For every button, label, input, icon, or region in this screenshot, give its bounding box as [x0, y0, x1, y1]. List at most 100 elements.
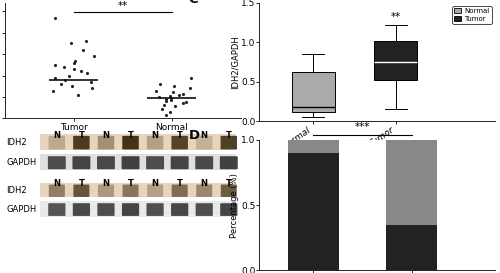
Legend: Normal, Tumor: Normal, Tumor — [452, 6, 492, 24]
Point — [180, 101, 188, 106]
FancyBboxPatch shape — [122, 136, 139, 149]
FancyBboxPatch shape — [48, 203, 66, 216]
Point — [82, 39, 90, 43]
Text: D: D — [189, 129, 200, 143]
Text: N: N — [54, 131, 60, 140]
FancyBboxPatch shape — [73, 203, 90, 216]
Point — [188, 76, 196, 80]
Point — [51, 76, 59, 80]
Point — [178, 91, 186, 96]
Point — [88, 80, 96, 84]
Text: T: T — [226, 131, 232, 140]
FancyBboxPatch shape — [220, 156, 238, 169]
FancyBboxPatch shape — [170, 156, 188, 169]
FancyBboxPatch shape — [97, 156, 115, 169]
Point — [74, 93, 82, 97]
Text: ***: *** — [355, 122, 370, 132]
Point — [80, 48, 88, 52]
Text: T: T — [176, 179, 182, 188]
FancyBboxPatch shape — [220, 136, 237, 149]
Text: IDH2: IDH2 — [6, 138, 27, 147]
Text: T: T — [176, 131, 182, 140]
PathPatch shape — [374, 41, 418, 80]
Point — [162, 97, 170, 101]
Point — [51, 63, 59, 67]
FancyBboxPatch shape — [146, 156, 164, 169]
FancyBboxPatch shape — [98, 185, 114, 197]
Text: N: N — [200, 131, 207, 140]
Bar — [40, 183, 236, 197]
Point — [186, 86, 194, 91]
Point — [158, 107, 166, 111]
Text: T: T — [128, 179, 134, 188]
Bar — [40, 201, 236, 216]
Point — [88, 86, 96, 91]
Point — [160, 103, 168, 107]
Point — [70, 67, 78, 71]
Text: T: T — [128, 131, 134, 140]
FancyBboxPatch shape — [196, 156, 213, 169]
FancyBboxPatch shape — [122, 156, 140, 169]
Bar — [40, 154, 236, 170]
Text: N: N — [54, 179, 60, 188]
Point — [70, 61, 78, 65]
FancyBboxPatch shape — [48, 136, 65, 149]
Point — [155, 95, 163, 99]
Point — [78, 69, 86, 73]
Point — [52, 16, 60, 20]
Text: T: T — [78, 131, 84, 140]
Point — [60, 78, 68, 82]
Y-axis label: Percentage (%): Percentage (%) — [230, 173, 239, 238]
FancyBboxPatch shape — [122, 185, 138, 197]
Point — [168, 96, 175, 100]
Text: N: N — [102, 131, 110, 140]
Point — [68, 84, 76, 88]
Point — [72, 58, 80, 63]
FancyBboxPatch shape — [98, 203, 114, 216]
Point — [175, 93, 183, 97]
Bar — [288, 153, 339, 270]
Text: **: ** — [390, 13, 401, 22]
Point — [166, 110, 174, 114]
Point — [60, 65, 68, 69]
Point — [64, 73, 72, 78]
FancyBboxPatch shape — [196, 185, 212, 197]
Point — [58, 82, 66, 86]
Bar — [288, 140, 339, 153]
Y-axis label: IDH2/GAPDH: IDH2/GAPDH — [230, 35, 239, 89]
Point — [182, 100, 190, 104]
FancyBboxPatch shape — [196, 136, 212, 149]
PathPatch shape — [292, 72, 335, 112]
FancyBboxPatch shape — [49, 185, 65, 197]
Point — [169, 90, 177, 94]
Text: GAPDH: GAPDH — [6, 205, 36, 214]
Point — [67, 41, 75, 46]
Text: N: N — [102, 179, 110, 188]
Point — [49, 88, 57, 93]
FancyBboxPatch shape — [122, 203, 139, 216]
Text: GAPDH: GAPDH — [6, 158, 36, 167]
Text: N: N — [200, 179, 207, 188]
Text: IDH2: IDH2 — [6, 186, 27, 195]
FancyBboxPatch shape — [221, 185, 237, 197]
Point — [90, 54, 98, 58]
Text: T: T — [226, 179, 232, 188]
FancyBboxPatch shape — [171, 203, 188, 216]
Bar — [386, 225, 437, 270]
FancyBboxPatch shape — [196, 203, 213, 216]
Point — [166, 94, 174, 98]
Bar — [40, 134, 236, 150]
FancyBboxPatch shape — [172, 136, 188, 149]
Point — [167, 98, 175, 103]
Point — [156, 82, 164, 86]
FancyBboxPatch shape — [98, 136, 114, 149]
Point — [170, 84, 178, 88]
FancyBboxPatch shape — [72, 156, 90, 169]
Point — [152, 88, 160, 93]
FancyBboxPatch shape — [220, 203, 238, 216]
Point — [162, 99, 170, 103]
Text: T: T — [78, 179, 84, 188]
Text: **: ** — [118, 1, 128, 11]
Bar — [386, 140, 437, 225]
FancyBboxPatch shape — [147, 185, 163, 197]
